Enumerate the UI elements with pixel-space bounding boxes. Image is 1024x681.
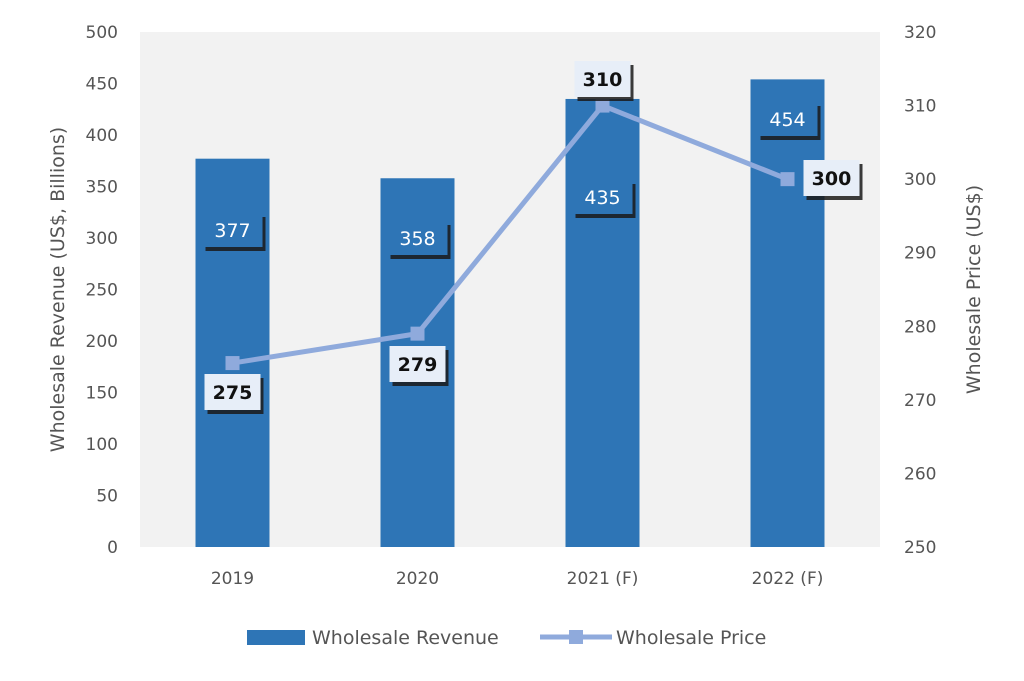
bar-2022f (750, 79, 825, 547)
bar-value-label-3: 454 (757, 102, 821, 140)
left-tick-200: 200 (86, 332, 118, 352)
right-tick-280: 280 (904, 317, 936, 337)
price-line (232, 103, 789, 366)
left-tick-300: 300 (86, 229, 118, 249)
left-tick-0: 0 (107, 538, 118, 558)
legend-bar-swatch (247, 630, 305, 645)
bar-value-label-0-text: 377 (214, 220, 250, 242)
price-value-label-3-text: 300 (812, 168, 852, 190)
legend-label-revenue: Wholesale Revenue (312, 627, 499, 649)
price-marker-1 (410, 326, 425, 341)
price-value-label-0-box (204, 374, 261, 410)
price-marker-2 (595, 98, 610, 113)
x-tick-0: 2019 (211, 569, 254, 589)
price-value-label-0-text: 275 (213, 382, 253, 404)
bar-value-label-1-text: 358 (399, 228, 435, 250)
price-value-label-1: 279 (389, 346, 449, 386)
legend-label-price: Wholesale Price (616, 627, 766, 649)
bar-value-label-2: 435 (572, 180, 636, 218)
price-value-label-2: 310 (574, 61, 634, 101)
price-value-label-3: 300 (803, 160, 863, 200)
price-value-label-1-text: 279 (398, 354, 438, 376)
x-tick-3: 2022 (F) (752, 569, 824, 589)
legend: Wholesale Revenue Wholesale Price (247, 627, 766, 649)
right-tick-310: 310 (904, 97, 936, 117)
x-tick-1: 2020 (396, 569, 439, 589)
price-value-label-2-text: 310 (583, 69, 623, 91)
left-tick-350: 350 (86, 178, 118, 198)
price-marker-3 (780, 172, 795, 187)
right-tick-270: 270 (904, 391, 936, 411)
x-tick-2: 2021 (F) (567, 569, 639, 589)
bar-value-label-3-box (757, 102, 818, 136)
bar-value-label-0: 377 (202, 213, 266, 251)
price-value-label-3-box (803, 160, 860, 196)
price-marker-0 (225, 356, 240, 371)
right-tick-250: 250 (904, 538, 936, 558)
price-value-label-0: 275 (204, 374, 264, 414)
left-tick-400: 400 (86, 126, 118, 146)
right-axis-ticks: 250 260 270 280 290 300 310 320 (904, 23, 936, 558)
bar-2021f (565, 98, 640, 547)
bar-value-label-2-box (572, 180, 633, 214)
left-axis-ticks: 0 50 100 150 200 250 300 350 400 450 500 (86, 23, 118, 558)
left-tick-500: 500 (86, 23, 118, 43)
left-tick-150: 150 (86, 384, 118, 404)
price-value-label-1-box (389, 346, 446, 382)
bar-value-label-2-text: 435 (584, 187, 620, 209)
right-tick-290: 290 (904, 244, 936, 264)
right-tick-260: 260 (904, 464, 936, 484)
price-value-label-2-box (574, 61, 631, 97)
bar-value-label-3-text: 454 (769, 109, 805, 131)
bar-value-label-1: 358 (387, 221, 451, 259)
right-tick-320: 320 (904, 23, 936, 43)
bar-value-label-1-box (387, 221, 448, 255)
left-axis-title: Wholesale Revenue (US$, Billions) (47, 127, 69, 452)
right-tick-300: 300 (904, 170, 936, 190)
line-layer (225, 98, 795, 371)
bar-value-label-0-box (202, 213, 263, 247)
data-labels-layer: 377 358 435 454 275 279 310 300 (202, 61, 863, 414)
x-axis-ticks: 2019 2020 2021 (F) 2022 (F) (211, 569, 823, 589)
left-tick-50: 50 (96, 487, 118, 507)
legend-line-marker (569, 630, 583, 644)
right-axis-title: Wholesale Price (US$) (963, 185, 985, 394)
left-tick-450: 450 (86, 75, 118, 95)
left-tick-100: 100 (86, 435, 118, 455)
left-tick-250: 250 (86, 281, 118, 301)
